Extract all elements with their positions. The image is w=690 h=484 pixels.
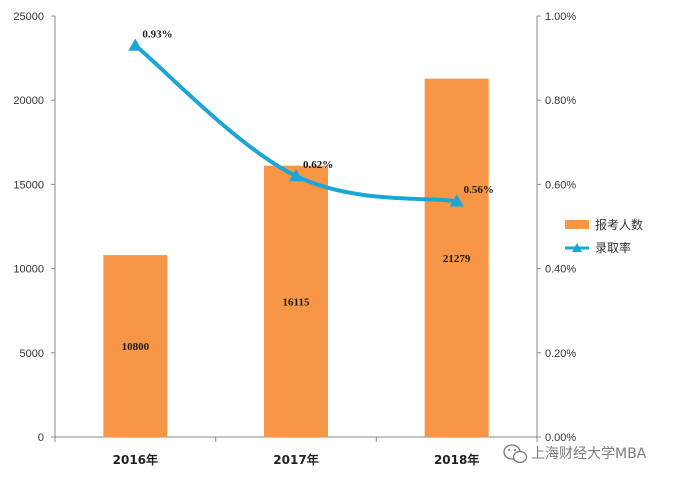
legend-label-bar: 报考人数 (595, 217, 643, 232)
line-data-label: 0.62% (303, 159, 333, 171)
bar-data-label: 10800 (122, 341, 150, 353)
y-left-tick-label: 25000 (13, 11, 44, 23)
x-tick-label: 2018年 (434, 452, 479, 467)
y-left-tick-label: 10000 (13, 264, 44, 276)
bar (424, 78, 489, 438)
watermark: 上海财经大学MBA (503, 444, 647, 464)
bar-series: 10800 16115 21279 (103, 78, 489, 438)
legend-swatch-bar (565, 220, 589, 229)
line-marker (449, 194, 464, 207)
x-tick-label: 2017年 (273, 452, 318, 467)
watermark-text: 上海财经大学MBA (531, 446, 647, 462)
y-right-tick-label: 0.00% (545, 432, 576, 444)
y-left-tick-label: 15000 (13, 179, 44, 191)
line-data-label: 0.56% (464, 184, 494, 196)
bar (264, 165, 328, 437)
wechat-icon (503, 444, 528, 464)
legend-label-line: 录取率 (595, 240, 631, 255)
y-left-tick-label: 0 (38, 432, 44, 444)
line-marker (289, 168, 303, 182)
y-right-tick-label: 1.00% (545, 11, 576, 23)
y-right-tick-label: 0.40% (545, 264, 576, 276)
y-left-tick-label: 20000 (13, 95, 44, 107)
bar-data-label: 16115 (283, 296, 310, 308)
line-data-label: 0.93% (142, 28, 172, 40)
y-left-tick-label: 5000 (20, 348, 44, 360)
bar-data-label: 21279 (443, 253, 471, 265)
line-series: 0.93% 0.62% 0.56% (128, 28, 494, 207)
line-marker (128, 38, 143, 51)
legend-marker-line (572, 243, 582, 252)
y-right-tick-label: 0.80% (545, 95, 576, 107)
axes: 0 5000 10000 15000 20000 25000 0.00% 0.20% 0.40%… (13, 11, 576, 467)
bar (103, 255, 168, 437)
y-right-tick-label: 0.20% (545, 348, 576, 360)
x-tick-label: 2016年 (113, 452, 158, 467)
y-right-tick-label: 0.60% (545, 179, 576, 191)
